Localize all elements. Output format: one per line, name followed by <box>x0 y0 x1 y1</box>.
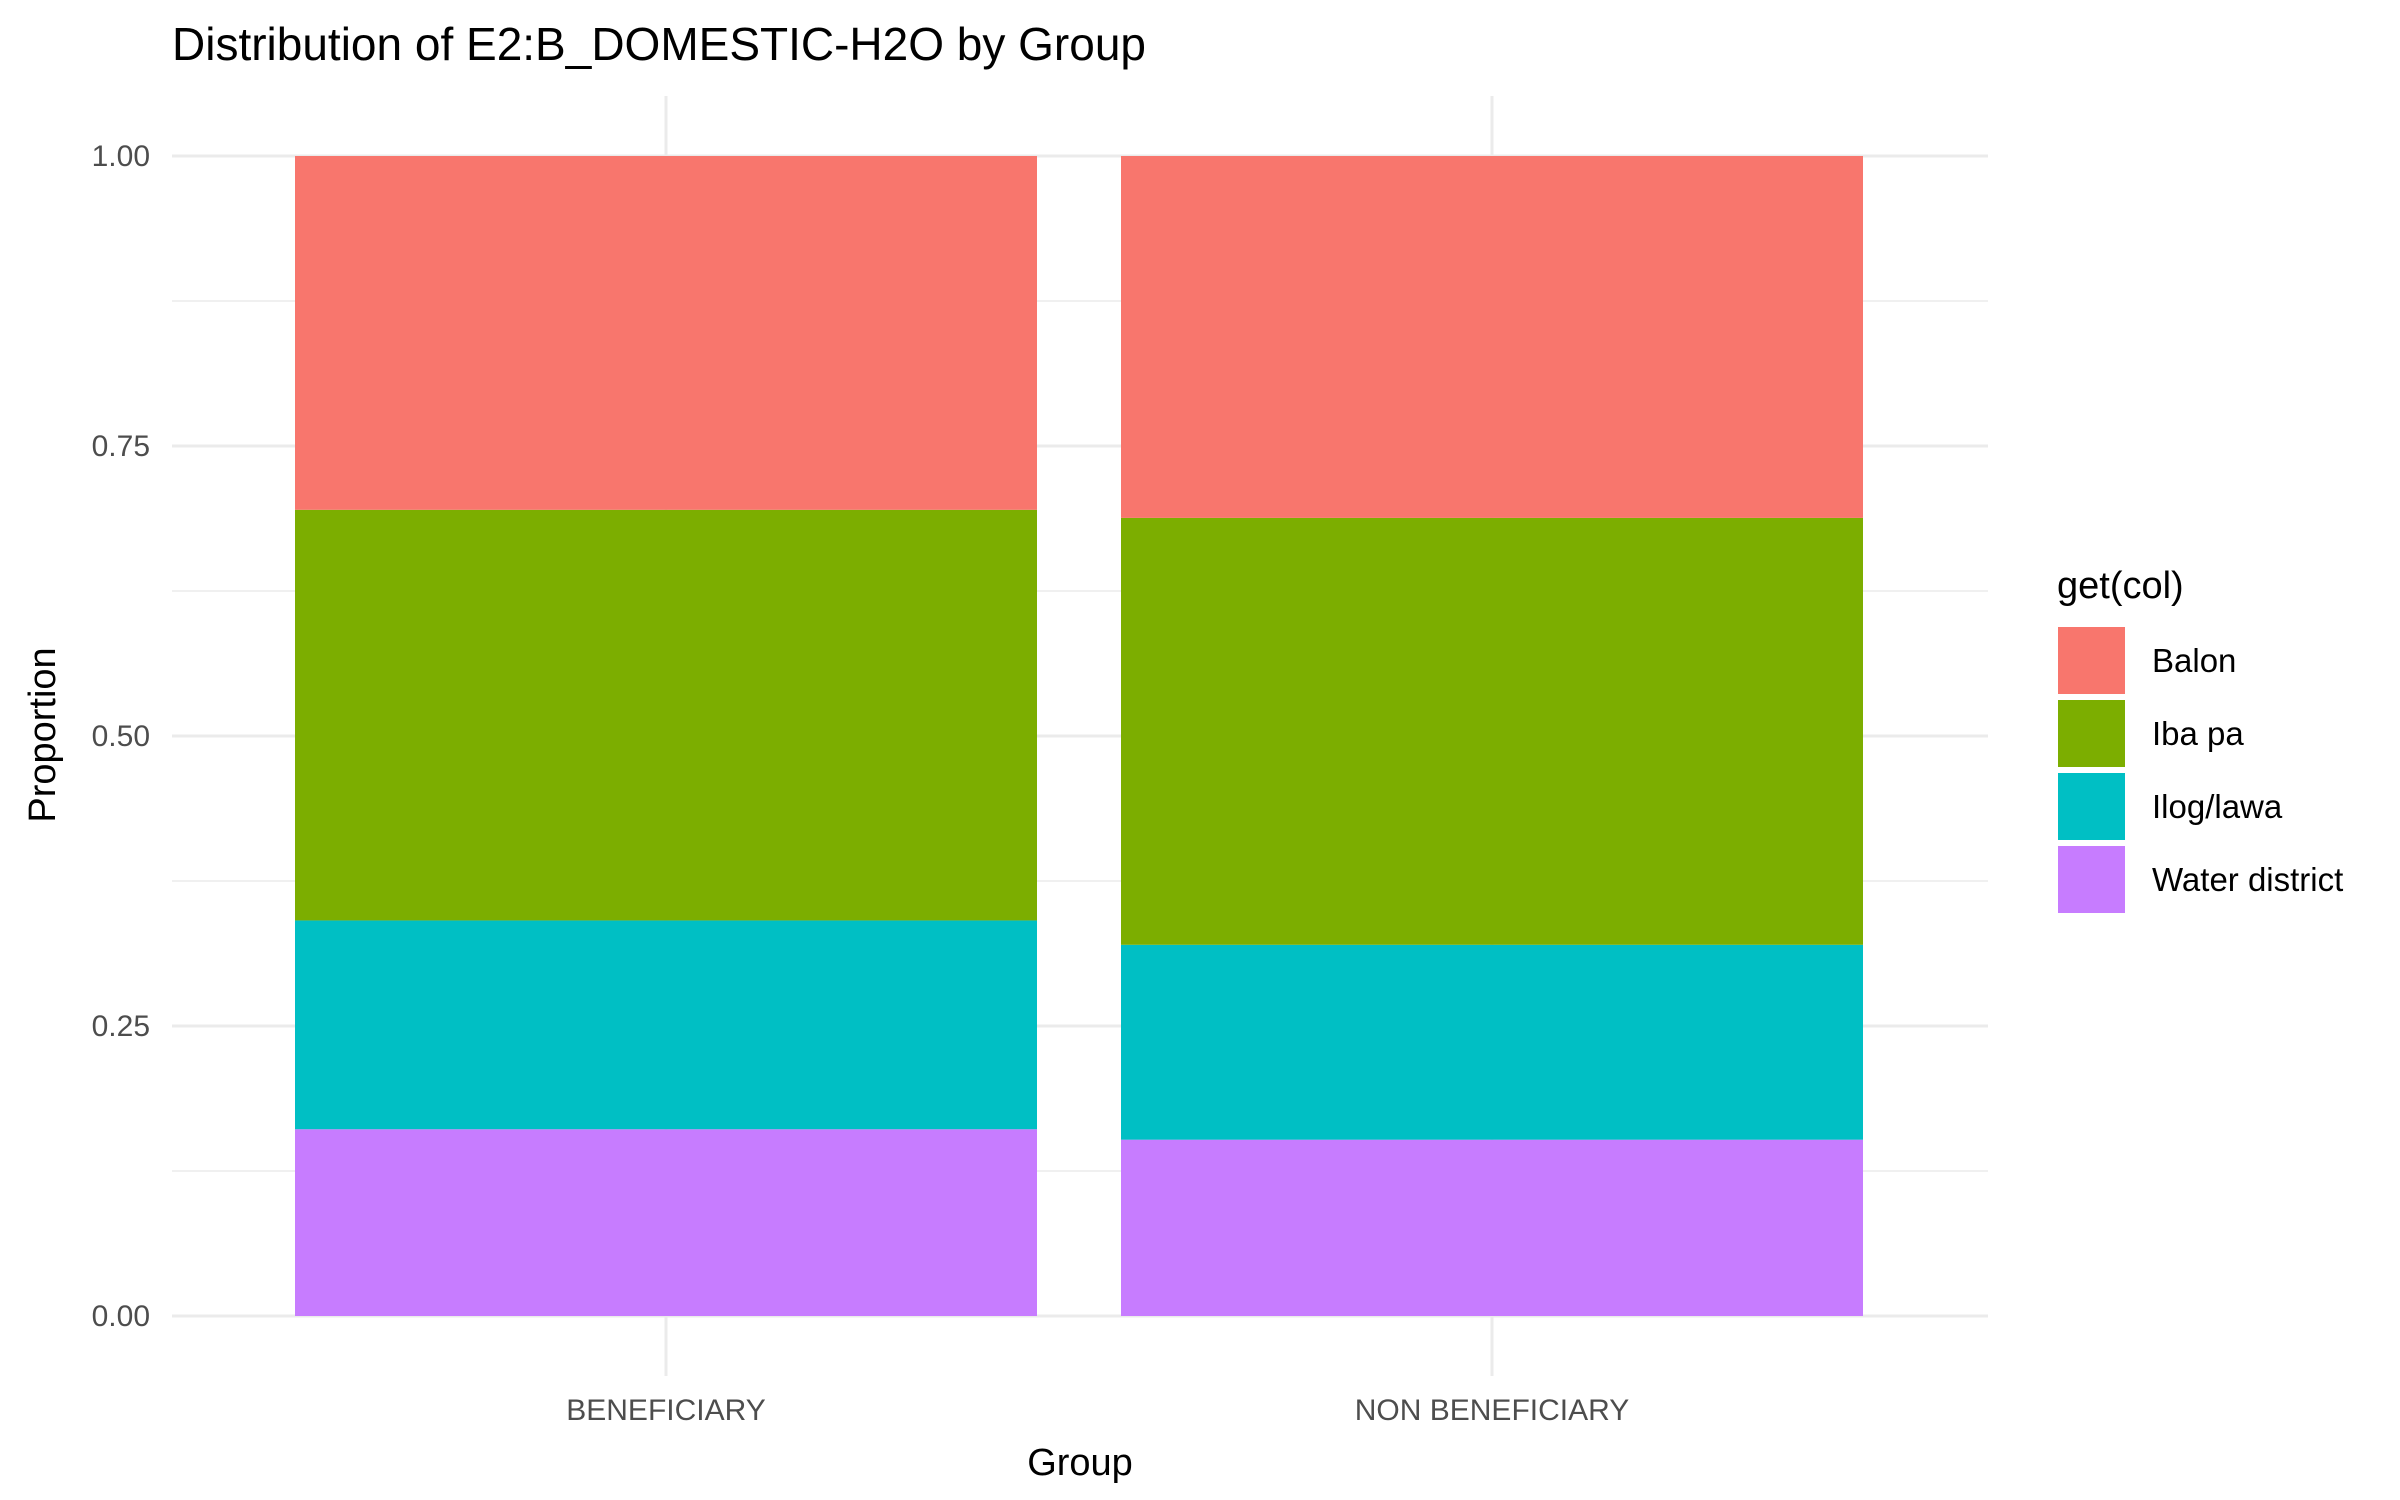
chart-title: Distribution of E2:B_DOMESTIC-H2O by Gro… <box>172 18 1146 70</box>
legend-key-balon <box>2058 627 2125 694</box>
legend-label: Iba pa <box>2152 715 2244 752</box>
legend-key-iba-pa <box>2058 700 2125 767</box>
bar-segment-water-district-non-beneficiary <box>1121 1139 1863 1316</box>
legend-label: Water district <box>2152 861 2343 898</box>
x-tick-label: NON BENEFICIARY <box>1355 1394 1630 1427</box>
legend-key-water-district <box>2058 846 2125 913</box>
y-tick-label: 0.25 <box>92 1010 150 1043</box>
legend-title: get(col) <box>2057 565 2184 607</box>
bar-segment-balon-beneficiary <box>295 156 1037 510</box>
x-tick-label: BENEFICIARY <box>566 1394 766 1427</box>
bar-segment-iba-pa-beneficiary <box>295 509 1037 921</box>
y-tick-label: 1.00 <box>92 140 150 173</box>
bar-segment-ilog-lawa-beneficiary <box>295 920 1037 1130</box>
legend: Balon Iba pa Ilog/lawa Water district <box>2058 627 2343 913</box>
legend-label: Ilog/lawa <box>2152 788 2283 825</box>
bar-segment-balon-non-beneficiary <box>1121 156 1863 518</box>
legend-key-ilog-lawa <box>2058 773 2125 840</box>
y-tick-label: 0.00 <box>92 1300 150 1333</box>
bar-segment-water-district-beneficiary <box>295 1129 1037 1316</box>
x-axis-title: Group <box>1027 1442 1133 1484</box>
x-tick-labels: BENEFICIARY NON BENEFICIARY <box>566 1394 1629 1427</box>
bar-segment-iba-pa-non-beneficiary <box>1121 517 1863 945</box>
y-tick-label: 0.75 <box>92 430 150 463</box>
legend-label: Balon <box>2152 642 2236 679</box>
y-axis-title: Proportion <box>22 647 64 822</box>
y-tick-label: 0.50 <box>92 720 150 753</box>
bar-segment-ilog-lawa-non-beneficiary <box>1121 944 1863 1140</box>
bars <box>295 156 1863 1316</box>
y-tick-labels: 0.00 0.25 0.50 0.75 1.00 <box>92 140 150 1333</box>
